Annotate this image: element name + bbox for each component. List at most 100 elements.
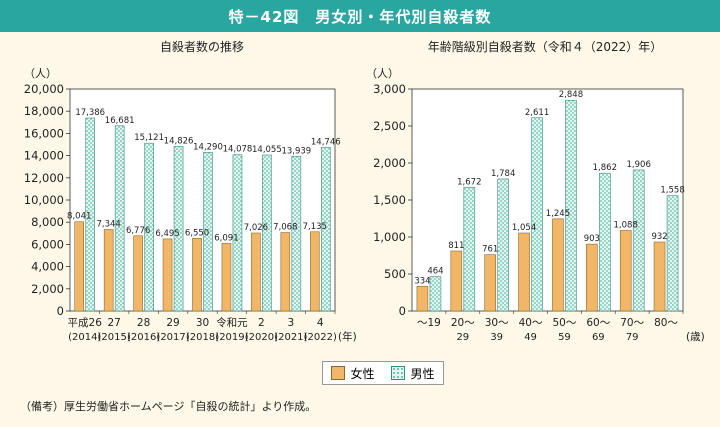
chart-title: 年齢階級別自殺者数（令和４（2022）年） (428, 39, 663, 54)
data-label-female: 903 (584, 234, 600, 244)
chart-suicide-trend: 自殺者数の推移 （人） 0 2,000 4,000 6,000 8,000 10,000 12,… (24, 39, 357, 343)
chart-age-group: 年齢階級別自殺者数（令和４（2022）年） （人） 0 500 1,000 1,500 2,… (366, 39, 705, 343)
bar-male (320, 147, 331, 312)
x-tick-sublabel: 49 (524, 332, 537, 343)
bar-female (162, 238, 173, 312)
x-tick-label: 50～ (553, 317, 577, 329)
bar-female (450, 250, 463, 312)
data-label-female: 811 (448, 241, 464, 251)
charts-area: 自殺者数の推移 （人） 0 2,000 4,000 6,000 8,000 10,000 12,… (24, 39, 705, 343)
y-tick-label: 2,000 (373, 156, 406, 170)
bar-female (484, 254, 496, 312)
x-tick-label: 30～ (485, 317, 509, 329)
data-label-male: 14,055 (252, 145, 282, 155)
x-tick-sublabel: 29 (456, 332, 469, 343)
x-tick-label: 20～ (451, 317, 475, 329)
bar-male (262, 154, 272, 312)
bar-female (103, 229, 114, 312)
bar-female (653, 241, 666, 312)
bar-male (203, 152, 213, 312)
x-tick-sublabel: (2022) (304, 332, 337, 343)
y-tick-label: 2,000 (31, 282, 64, 296)
bar-male (565, 99, 577, 312)
data-label-male: 1,906 (627, 160, 651, 170)
x-tick-label: 28 (137, 317, 150, 329)
bar-male (173, 146, 184, 312)
y-unit-label: （人） (24, 67, 57, 80)
data-label-male: 1,672 (457, 177, 481, 187)
chart-title: 自殺者数の推移 (160, 39, 244, 54)
x-tick-sublabel: 59 (558, 332, 571, 343)
x-unit-label: (年) (338, 330, 357, 343)
bar-male (232, 154, 243, 312)
data-label-female: 6,495 (155, 229, 179, 239)
y-tick-label: 8,000 (31, 215, 64, 229)
data-label-female: 1,054 (512, 223, 536, 233)
x-tick-sublabel: (2015) (98, 332, 131, 343)
y-tick-label: 6,000 (31, 237, 64, 251)
bar-female (251, 232, 261, 312)
data-label-female: 7,068 (273, 223, 297, 233)
x-tick-sublabel: (2018) (186, 332, 219, 343)
bar-female (280, 232, 291, 312)
x-tick-sublabel: 79 (626, 332, 639, 343)
data-label-male: 14,746 (311, 137, 341, 147)
bar-female (192, 237, 202, 312)
y-tick-label: 0 (57, 304, 64, 318)
y-tick-label: 20,000 (24, 82, 64, 96)
source-note: （備考）厚生労働省ホームページ「自殺の統計」より作成。 (20, 400, 317, 413)
data-label-female: 8,041 (67, 212, 91, 222)
legend-female: 女性 (331, 365, 375, 382)
legend-box: 女性 男性 (322, 361, 444, 385)
data-label-male: 2,848 (559, 90, 583, 100)
bar-male (85, 117, 96, 312)
bar-female (416, 285, 429, 312)
x-tick-label: 80～ (654, 317, 678, 329)
x-tick-label: 2 (258, 317, 265, 329)
y-tick-label: 16,000 (24, 126, 64, 140)
bar-male (114, 125, 125, 312)
y-tick-label: 0 (399, 304, 406, 318)
legend-female-swatch (331, 366, 346, 380)
x-tick-sublabel: (2020) (245, 332, 278, 343)
bar-female (221, 243, 232, 312)
x-tick-label: 40～ (519, 317, 543, 329)
x-tick-label: 29 (166, 317, 179, 329)
x-unit-label: (歳) (686, 331, 705, 343)
bar-male (429, 276, 442, 312)
legend-male-swatch (391, 366, 406, 380)
data-label-male: 16,681 (105, 116, 135, 126)
bar-female (619, 230, 632, 312)
x-tick-label: 令和元 (216, 316, 248, 329)
y-tick-label: 1,000 (373, 230, 406, 244)
x-tick-label: ～19 (417, 317, 441, 329)
data-label-male: 1,862 (593, 163, 617, 173)
bar-male (632, 169, 645, 312)
data-label-female: 1,088 (614, 220, 638, 230)
legend-female-label: 女性 (350, 366, 375, 381)
x-tick-label: 60～ (586, 317, 610, 329)
bar-female (133, 235, 143, 312)
y-tick-label: 1,500 (373, 193, 406, 207)
data-label-male: 1,558 (660, 186, 684, 196)
x-tick-label: 3 (287, 317, 294, 329)
data-label-female: 761 (482, 245, 498, 255)
y-tick-label: 12,000 (24, 171, 64, 185)
data-label-male: 2,611 (525, 108, 549, 118)
x-tick-sublabel: (2016) (127, 332, 160, 343)
data-label-female: 6,776 (126, 226, 150, 236)
bar-male (531, 117, 543, 312)
x-tick-sublabel: 39 (490, 332, 503, 343)
x-tick-sublabel: (2014) (68, 332, 101, 343)
x-tick-sublabel: (2017) (156, 332, 189, 343)
x-tick-sublabel: (2021) (274, 332, 307, 343)
y-tick-label: 10,000 (24, 193, 64, 207)
data-label-female: 7,344 (96, 219, 120, 229)
bar-male (497, 178, 509, 312)
data-label-female: 6,091 (214, 233, 238, 243)
legend-male-label: 男性 (410, 366, 435, 381)
bar-female (586, 243, 598, 312)
data-label-female: 7,135 (303, 222, 327, 232)
bar-female (518, 232, 530, 312)
data-label-male: 17,386 (75, 108, 105, 118)
